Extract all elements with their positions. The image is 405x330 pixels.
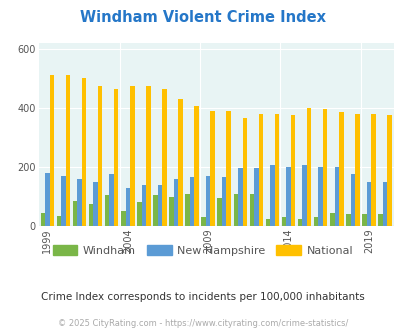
Bar — [82, 78, 86, 226]
Bar — [210, 111, 214, 226]
Bar — [297, 219, 302, 226]
Bar — [306, 108, 311, 226]
Bar — [242, 118, 247, 226]
Bar — [121, 211, 125, 226]
Bar — [361, 214, 366, 226]
Bar — [157, 185, 162, 226]
Bar — [254, 168, 258, 226]
Bar — [146, 86, 150, 226]
Bar — [345, 214, 350, 226]
Bar — [153, 195, 157, 226]
Bar — [217, 198, 222, 226]
Bar — [338, 112, 343, 226]
Bar — [57, 216, 61, 226]
Bar — [98, 86, 102, 226]
Bar — [169, 196, 173, 226]
Bar — [265, 219, 270, 226]
Bar — [237, 168, 242, 226]
Bar — [178, 99, 182, 226]
Bar — [366, 182, 370, 226]
Bar — [286, 167, 290, 226]
Bar — [222, 177, 226, 226]
Bar — [354, 114, 359, 226]
Bar — [329, 213, 334, 226]
Bar — [201, 217, 205, 226]
Text: © 2025 CityRating.com - https://www.cityrating.com/crime-statistics/: © 2025 CityRating.com - https://www.city… — [58, 319, 347, 328]
Bar — [194, 106, 198, 226]
Bar — [270, 165, 274, 226]
Bar — [386, 115, 391, 226]
Bar — [233, 194, 237, 226]
Text: Windham Violent Crime Index: Windham Violent Crime Index — [80, 10, 325, 25]
Bar — [130, 86, 134, 226]
Bar — [190, 177, 194, 226]
Bar — [302, 165, 306, 226]
Bar — [89, 204, 93, 226]
Bar — [258, 114, 262, 226]
Bar — [281, 217, 286, 226]
Bar — [334, 167, 338, 226]
Bar — [173, 179, 178, 226]
Bar — [66, 75, 70, 226]
Bar — [226, 111, 230, 226]
Bar — [45, 173, 49, 226]
Bar — [382, 182, 386, 226]
Bar — [93, 182, 98, 226]
Bar — [370, 114, 375, 226]
Bar — [40, 213, 45, 226]
Bar — [290, 115, 294, 226]
Text: Crime Index corresponds to incidents per 100,000 inhabitants: Crime Index corresponds to incidents per… — [41, 292, 364, 302]
Bar — [125, 188, 130, 226]
Bar — [105, 195, 109, 226]
Bar — [72, 201, 77, 226]
Bar — [185, 194, 190, 226]
Bar — [137, 202, 141, 226]
Bar — [49, 75, 54, 226]
Bar — [61, 176, 66, 226]
Legend: Windham, New Hampshire, National: Windham, New Hampshire, National — [48, 241, 357, 260]
Bar — [205, 176, 210, 226]
Bar — [77, 179, 82, 226]
Bar — [274, 114, 279, 226]
Bar — [114, 89, 118, 226]
Bar — [162, 89, 166, 226]
Bar — [318, 167, 322, 226]
Bar — [109, 174, 114, 226]
Bar — [249, 194, 254, 226]
Bar — [377, 214, 382, 226]
Bar — [350, 174, 354, 226]
Bar — [313, 217, 318, 226]
Bar — [141, 185, 146, 226]
Bar — [322, 109, 326, 226]
